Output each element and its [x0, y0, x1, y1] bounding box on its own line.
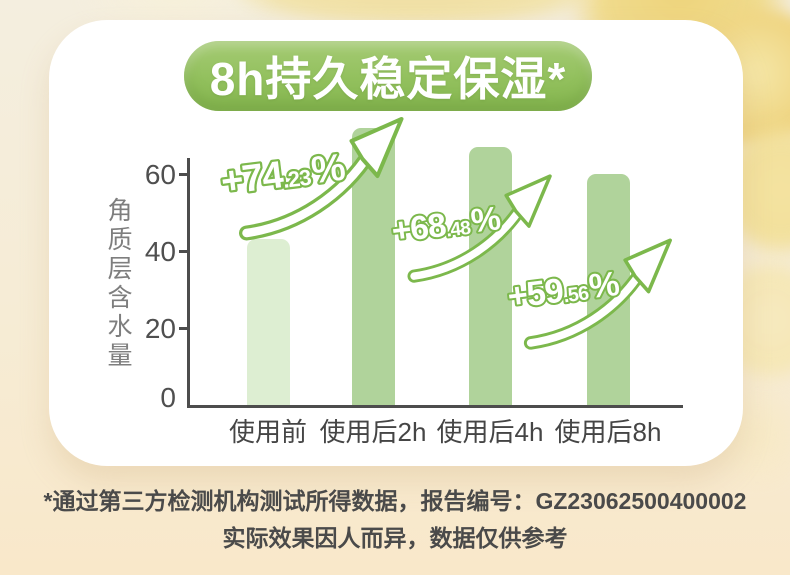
- disclaimer-line-1: *通过第三方检测机构测试所得数据，报告编号：GZ23062500400002: [43, 488, 747, 514]
- percent-label: +74.23%: [219, 147, 347, 204]
- y-tick-mark: [179, 327, 189, 330]
- x-category-label: 使用后8h: [554, 417, 662, 447]
- percent-label: +68.48%: [390, 200, 503, 250]
- increase-annotation-8h: +59.56%: [504, 238, 672, 350]
- x-category-label: 使用前: [228, 417, 307, 447]
- bar-before-use: [247, 239, 290, 405]
- page-title: 8h持久稳定保湿*: [209, 53, 567, 105]
- y-tick-label: 0: [160, 382, 176, 413]
- y-tick-label: 60: [144, 159, 176, 190]
- bar-after-4h: [469, 147, 512, 405]
- x-category-label: 使用后4h: [436, 417, 544, 447]
- arrowhead-icon: [504, 174, 552, 228]
- y-axis-title: 角质层含水量: [104, 197, 132, 371]
- arrowhead-icon: [623, 238, 672, 294]
- x-axis-line: [187, 405, 683, 408]
- header-pill: 8h持久稳定保湿*: [184, 41, 592, 111]
- growth-arrow-icon: [242, 147, 375, 238]
- x-category-label: 使用后2h: [319, 417, 427, 447]
- arrowhead-icon: [349, 117, 404, 178]
- increase-annotation-2h: +74.23%: [216, 117, 404, 241]
- disclaimer-line-2: 实际效果因人而异，数据仅供参考: [222, 525, 568, 551]
- percent-label: +59.56%: [506, 265, 622, 316]
- y-tick-label: 40: [144, 236, 176, 267]
- increase-annotation-4h: +68.48%: [388, 174, 552, 283]
- growth-arrow-icon: [526, 266, 647, 347]
- y-tick-label: 20: [144, 313, 176, 344]
- y-axis-line: [187, 158, 190, 408]
- y-tick-mark: [179, 250, 189, 253]
- growth-arrow-icon: [410, 201, 527, 280]
- y-tick-mark: [179, 173, 189, 176]
- disclaimer: *通过第三方检测机构测试所得数据，报告编号：GZ23062500400002 实…: [0, 483, 790, 557]
